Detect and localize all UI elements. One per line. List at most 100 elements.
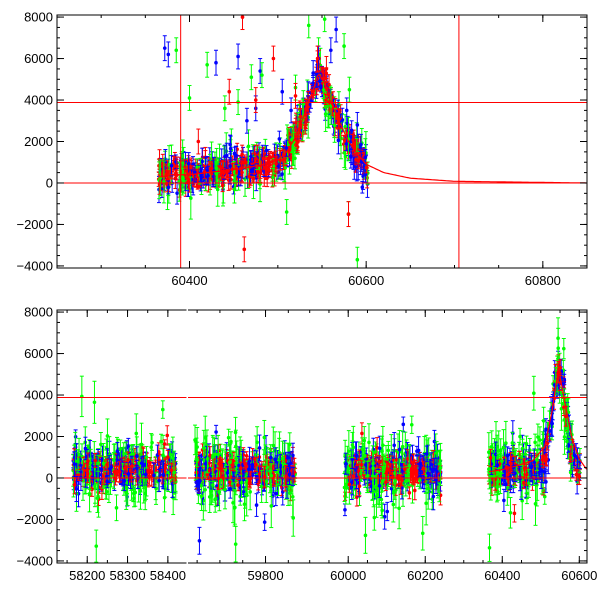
- bottom-seg0-data-point: [159, 433, 164, 450]
- top-model-curve: [158, 73, 587, 184]
- bottom-seg1-data-point: [241, 486, 246, 498]
- bottom-seg1-data-point: [259, 470, 264, 503]
- bottom-seg1-data-point: [246, 461, 251, 478]
- bottom-seg0-data-point: [92, 464, 97, 508]
- bottom-seg2-data-point: [541, 447, 546, 469]
- top-data-point: [251, 173, 256, 183]
- bottom-seg1-xtick-label: 59800: [247, 568, 283, 583]
- bottom-seg0-data-point: [72, 475, 77, 495]
- top-outlier-point: [205, 51, 210, 78]
- bottom-ytick-label: 6000: [24, 346, 53, 361]
- bottom-seg1-data-point: [235, 478, 240, 492]
- bottom-seg0-data-point: [160, 400, 165, 419]
- top-outlier-point: [259, 62, 264, 89]
- bottom-seg2-data-point: [387, 463, 392, 482]
- top-ytick-label: −4000: [16, 258, 53, 273]
- bottom-seg1-data-point: [284, 464, 289, 488]
- bottom-seg2-data-point: [524, 463, 529, 486]
- bottom-seg1-data-point: [217, 459, 222, 471]
- bottom-data-layer: [71, 317, 582, 563]
- bottom-seg2-xtick-label: 60200: [407, 568, 443, 583]
- top-outlier-point: [242, 236, 247, 263]
- bottom-seg1-data-point: [223, 469, 228, 510]
- bottom-seg1-data-point: [262, 419, 267, 455]
- bottom-seg2-data-point: [407, 486, 412, 500]
- bottom-seg2-data-point: [384, 460, 389, 483]
- top-data-point: [249, 164, 254, 176]
- bottom-seg2-data-point: [434, 465, 439, 494]
- bottom-seg2-data-point: [532, 448, 537, 476]
- bottom-ytick-label: 0: [46, 470, 53, 485]
- bottom-seg0-xtick-label: 58400: [150, 568, 186, 583]
- bottom-seg0-data-point: [157, 469, 162, 492]
- bottom-seg0-data-point: [79, 375, 84, 418]
- bottom-seg0-data-point: [172, 450, 177, 495]
- bottom-seg1-data-point: [273, 447, 278, 472]
- bottom-seg0-data-point: [93, 453, 98, 468]
- bottom-seg0-data-point: [92, 380, 97, 424]
- bottom-seg2-data-point: [487, 533, 492, 562]
- top-outlier-point: [227, 78, 232, 105]
- top-outlier-point: [280, 78, 285, 105]
- axis-break-gap: [186, 309, 188, 564]
- bottom-seg1-data-point: [199, 481, 204, 512]
- bottom-seg2-data-point: [389, 475, 394, 503]
- bottom-seg0-data-point: [169, 462, 174, 478]
- bottom-seg1-data-point: [253, 457, 258, 472]
- top-data-point: [182, 159, 187, 177]
- bottom-seg2-data-point: [534, 449, 539, 471]
- bottom-seg0-data-point: [165, 449, 170, 465]
- top-outlier-point: [346, 201, 351, 228]
- top-outlier-point: [355, 111, 360, 138]
- top-outlier-point: [334, 16, 339, 43]
- bottom-seg0-data-point: [109, 459, 114, 475]
- top-data-point: [266, 164, 271, 175]
- top-outlier-point: [222, 95, 227, 122]
- bottom-seg2-data-point: [421, 461, 426, 476]
- bottom-seg1-data-point: [231, 482, 236, 524]
- top-outlier-point: [187, 85, 192, 111]
- bottom-seg2-data-point: [409, 415, 414, 434]
- bottom-seg2-data-point: [531, 375, 536, 411]
- top-data-point: [363, 149, 368, 166]
- top-data-point: [202, 164, 207, 180]
- top-data-point: [353, 154, 358, 165]
- top-data-point: [258, 165, 263, 179]
- top-data-point: [188, 176, 193, 220]
- top-data-point: [261, 147, 266, 170]
- bottom-seg1-data-point: [257, 434, 262, 462]
- top-data-point: [344, 136, 349, 152]
- bottom-seg1-data-point: [285, 451, 290, 464]
- bottom-seg2-data-point: [512, 504, 517, 523]
- bottom-seg1-data-point: [238, 461, 243, 475]
- bottom-seg2-data-point: [438, 449, 443, 486]
- top-data-point: [224, 142, 229, 169]
- bottom-seg1-data-point: [226, 428, 231, 447]
- bottom-seg2-data-point: [392, 482, 397, 500]
- top-xtick-label: 60800: [525, 273, 561, 288]
- bottom-seg1-data-point: [280, 440, 285, 477]
- top-data-point: [277, 130, 282, 148]
- top-outlier-point: [328, 37, 333, 64]
- bottom-seg2-xtick-label: 60600: [561, 568, 597, 583]
- bottom-panel: −4000 −2000 0 2000 4000 6000 8000 58200 58300 584…: [16, 305, 597, 583]
- bottom-seg2-data-point: [385, 501, 390, 522]
- bottom-seg2-data-point: [350, 431, 355, 459]
- bottom-axes: −4000 −2000 0 2000 4000 6000 8000 58200 58300 584…: [16, 305, 597, 583]
- bottom-seg2-data-point: [496, 467, 501, 496]
- bottom-seg0-data-point: [72, 451, 77, 478]
- bottom-seg2-data-point: [572, 444, 577, 466]
- bottom-seg1-data-point: [243, 458, 248, 470]
- bottom-seg2-data-point: [382, 503, 387, 530]
- top-outlier-point: [214, 49, 218, 76]
- top-data-point: [166, 180, 171, 195]
- bottom-seg2-data-point: [412, 480, 417, 501]
- top-data-point: [363, 166, 368, 183]
- bottom-seg0-data-point: [165, 425, 170, 446]
- bottom-seg0-data-point: [85, 452, 90, 470]
- bottom-seg1-data-point: [287, 463, 292, 486]
- bottom-seg1-data-point: [205, 444, 210, 474]
- bottom-seg0-data-point: [131, 489, 136, 508]
- bottom-seg2-data-point: [363, 516, 368, 554]
- top-ytick-label: 6000: [24, 51, 53, 66]
